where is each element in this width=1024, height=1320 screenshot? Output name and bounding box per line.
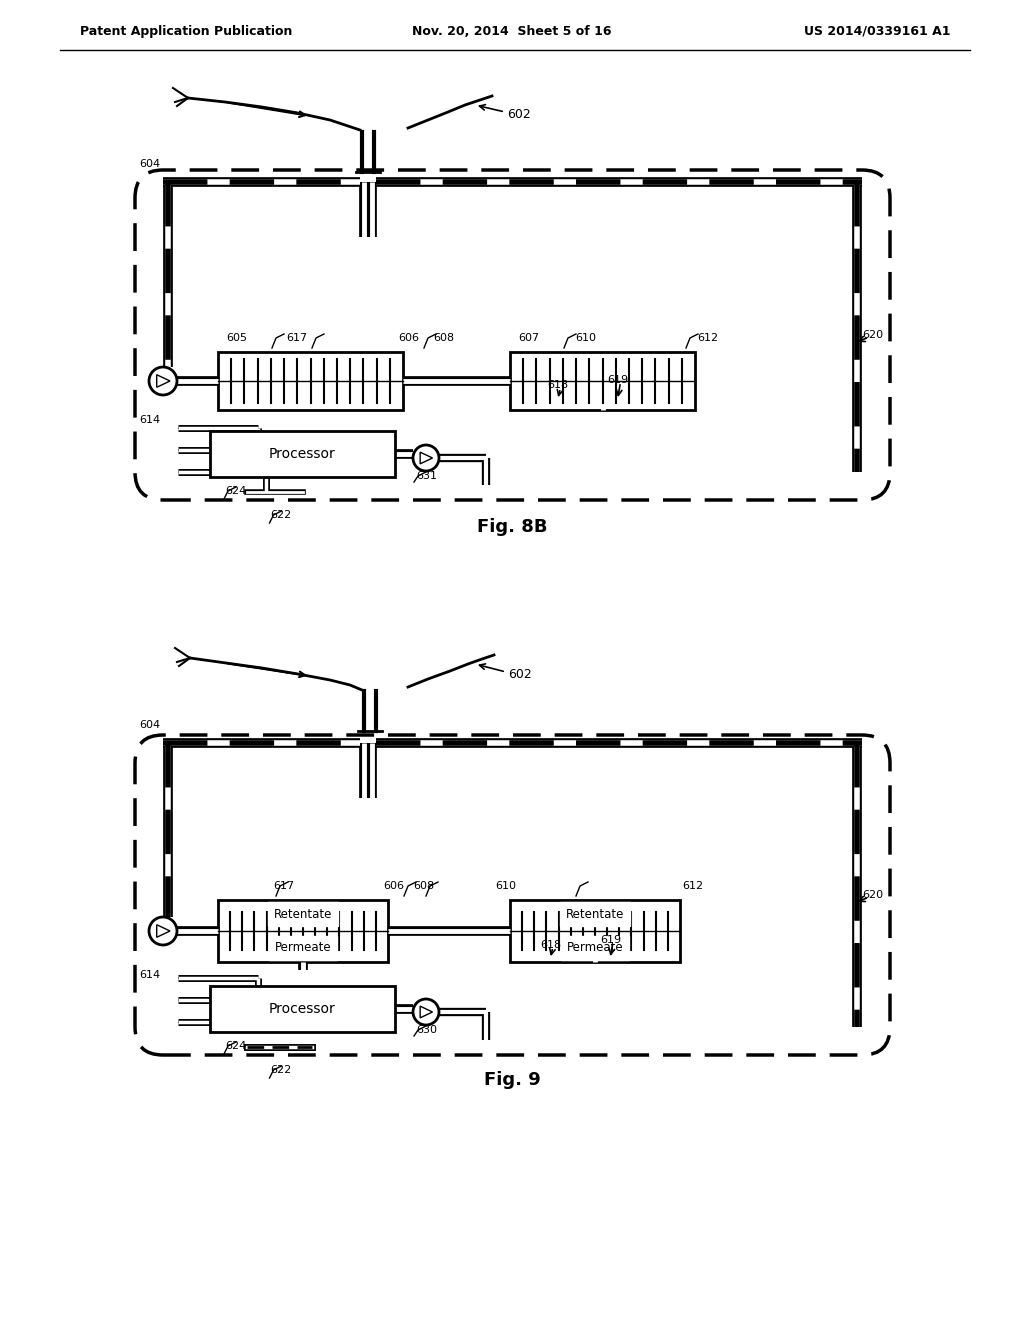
Text: 614: 614 xyxy=(139,414,160,425)
Text: 620: 620 xyxy=(862,890,883,900)
Text: 608: 608 xyxy=(413,880,434,891)
Text: 610: 610 xyxy=(495,880,516,891)
Bar xyxy=(510,900,680,962)
Text: 614: 614 xyxy=(139,970,160,979)
Text: 624: 624 xyxy=(225,1041,246,1051)
Text: Processor: Processor xyxy=(269,1002,336,1016)
Circle shape xyxy=(150,367,177,395)
Text: 610: 610 xyxy=(575,333,596,343)
Text: 604: 604 xyxy=(139,719,160,730)
Text: 620: 620 xyxy=(862,330,883,341)
Circle shape xyxy=(150,917,177,945)
Text: US 2014/0339161 A1: US 2014/0339161 A1 xyxy=(804,25,950,38)
Bar xyxy=(510,352,695,411)
Text: 630: 630 xyxy=(416,1026,437,1035)
Polygon shape xyxy=(420,453,432,463)
Text: 618: 618 xyxy=(540,940,561,950)
Polygon shape xyxy=(157,925,170,937)
Bar xyxy=(218,352,403,411)
Text: Fig. 8B: Fig. 8B xyxy=(477,517,547,536)
Text: 602: 602 xyxy=(508,668,531,681)
Polygon shape xyxy=(157,375,170,387)
Bar xyxy=(218,900,388,962)
Text: 612: 612 xyxy=(697,333,718,343)
Text: 606: 606 xyxy=(383,880,404,891)
Text: 617: 617 xyxy=(286,333,307,343)
Text: 612: 612 xyxy=(682,880,703,891)
Text: Fig. 9: Fig. 9 xyxy=(483,1071,541,1089)
Text: 606: 606 xyxy=(398,333,419,343)
Polygon shape xyxy=(420,1006,432,1018)
Text: Retentate: Retentate xyxy=(566,908,625,921)
Text: Permeate: Permeate xyxy=(274,941,332,954)
Text: 619: 619 xyxy=(600,935,622,945)
Bar xyxy=(210,432,395,477)
Text: Permeate: Permeate xyxy=(566,941,624,954)
Text: 622: 622 xyxy=(270,1065,292,1074)
Text: 622: 622 xyxy=(270,510,292,520)
Text: Patent Application Publication: Patent Application Publication xyxy=(80,25,293,38)
Bar xyxy=(210,986,395,1032)
Text: Nov. 20, 2014  Sheet 5 of 16: Nov. 20, 2014 Sheet 5 of 16 xyxy=(413,25,611,38)
Text: 617: 617 xyxy=(273,880,294,891)
Text: 631: 631 xyxy=(416,471,437,480)
Text: 608: 608 xyxy=(433,333,454,343)
Text: 602: 602 xyxy=(507,107,530,120)
Text: Retentate: Retentate xyxy=(273,908,332,921)
Text: 624: 624 xyxy=(225,486,246,496)
Text: 605: 605 xyxy=(226,333,247,343)
Text: 607: 607 xyxy=(518,333,539,343)
Text: 619: 619 xyxy=(607,375,629,385)
Circle shape xyxy=(413,999,439,1026)
Text: 604: 604 xyxy=(139,158,160,169)
Text: Processor: Processor xyxy=(269,447,336,461)
Circle shape xyxy=(413,445,439,471)
Text: 618: 618 xyxy=(548,380,568,389)
